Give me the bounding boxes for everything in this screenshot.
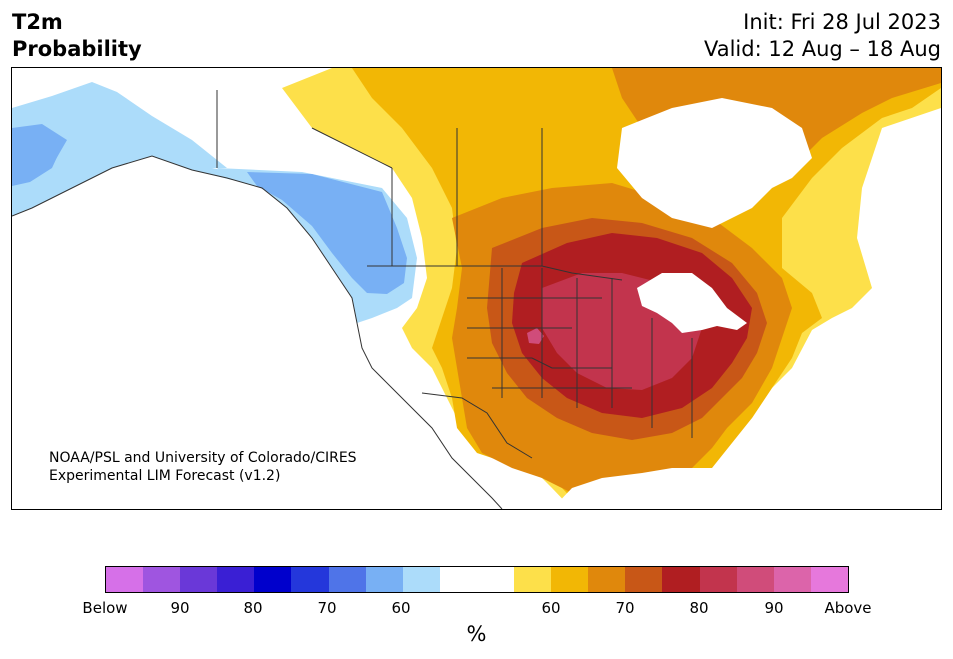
colorbar-swatch <box>365 567 403 592</box>
credit-line-2: Experimental LIM Forecast (v1.2) <box>49 468 281 484</box>
colorbar-swatch <box>773 567 811 592</box>
colorbar-swatch <box>699 567 737 592</box>
colorbar-swatch <box>254 567 292 592</box>
colorbar-tick-label: Below <box>82 599 128 617</box>
shade-cool-70-pnw <box>247 172 407 294</box>
colorbar-swatch <box>662 567 700 592</box>
colorbar-tick-label: 60 <box>391 599 411 617</box>
shade-cool-70-alaska-top <box>12 124 67 180</box>
colorbar-swatch <box>143 567 181 592</box>
colorbar <box>105 566 849 593</box>
colorbar-tick-label: 80 <box>689 599 709 617</box>
colorbar-swatch <box>736 567 774 592</box>
colorbar-ticks: Below 90 80 70 60 60 70 80 90 Above <box>0 598 953 618</box>
colorbar-tick-label: 70 <box>317 599 337 617</box>
forecast-dates: Init: Fri 28 Jul 2023 Valid: 12 Aug – 18… <box>704 9 941 63</box>
colorbar-unit: % <box>466 622 487 646</box>
colorbar-swatch <box>810 567 848 592</box>
colorbar-swatch <box>291 567 329 592</box>
colorbar-tick-label: 70 <box>615 599 635 617</box>
colorbar-swatch <box>551 567 589 592</box>
title-type: Probability <box>12 37 142 61</box>
colorbar-tick-label: 90 <box>764 599 784 617</box>
credit-line-1: NOAA/PSL and University of Colorado/CIRE… <box>49 450 357 466</box>
colorbar-swatch <box>328 567 366 592</box>
shade-warm-100 <box>527 328 544 344</box>
state-boundaries <box>12 90 693 509</box>
mexico-us-border <box>421 392 533 459</box>
colorbar-tick-label: 80 <box>243 599 263 617</box>
colorbar-swatch <box>476 567 515 592</box>
map-title: T2m Probability <box>12 9 142 63</box>
title-variable: T2m <box>12 10 63 34</box>
colorbar-swatch <box>625 567 663 592</box>
probability-map <box>11 67 942 510</box>
shade-cool-60-alaska-top <box>12 82 227 168</box>
map-canvas <box>12 68 941 509</box>
data-credit: NOAA/PSL and University of Colorado/CIRE… <box>49 449 357 485</box>
coastline-west <box>12 155 503 509</box>
state-lines-2 <box>501 268 693 438</box>
hudson-bay <box>617 98 812 228</box>
canada-provinces <box>311 127 543 266</box>
colorbar-tick-label: 90 <box>170 599 190 617</box>
valid-range: Valid: 12 Aug – 18 Aug <box>703 37 941 61</box>
init-date: Init: Fri 28 Jul 2023 <box>743 10 941 34</box>
great-lakes <box>637 273 747 333</box>
colorbar-swatch <box>588 567 626 592</box>
colorbar-swatch <box>106 567 144 592</box>
colorbar-swatch <box>439 567 477 592</box>
colorbar-swatch <box>402 567 440 592</box>
colorbar-tick-label: 60 <box>541 599 561 617</box>
colorbar-swatch <box>217 567 255 592</box>
colorbar-tick-label: Above <box>824 599 872 617</box>
gulf-of-mexico <box>552 468 722 509</box>
colorbar-swatch <box>514 567 552 592</box>
colorbar-swatch <box>180 567 218 592</box>
